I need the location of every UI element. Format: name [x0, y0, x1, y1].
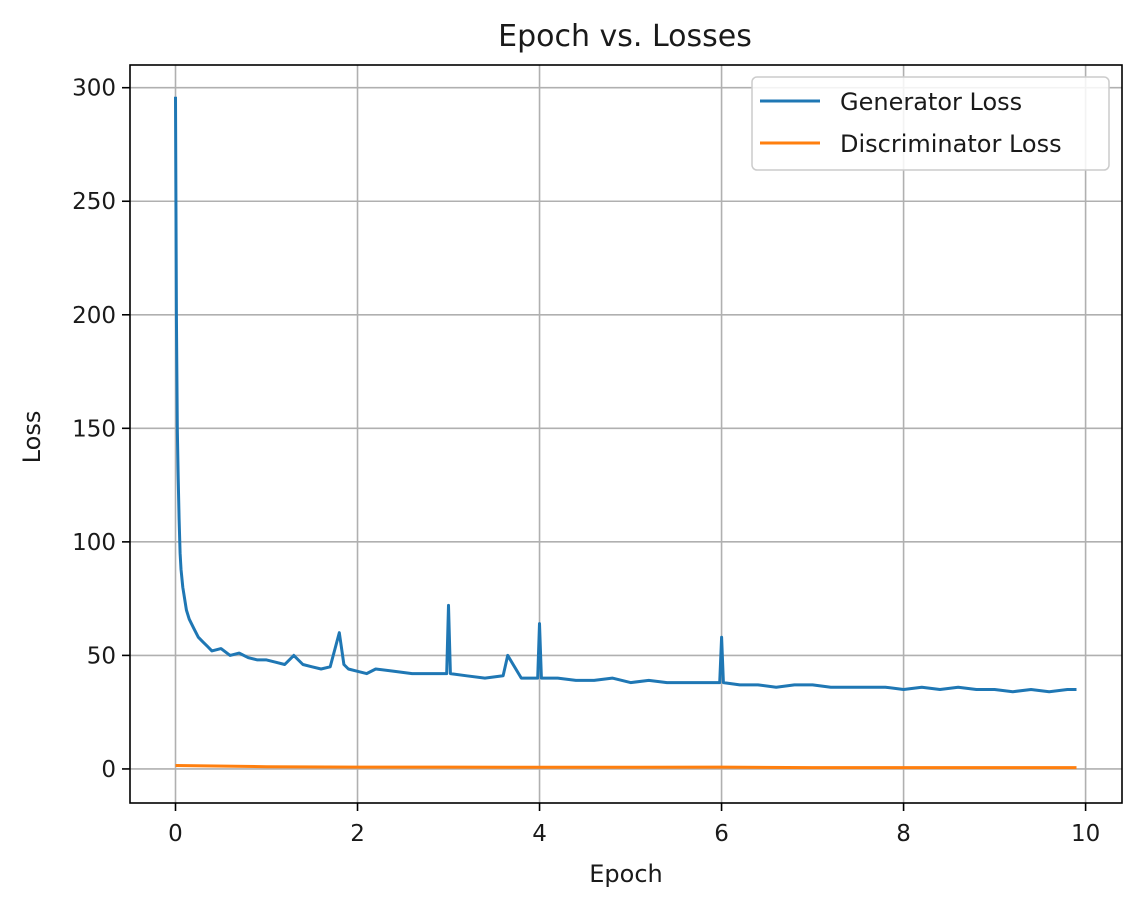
- x-tick-label: 8: [896, 821, 911, 847]
- y-axis-label: Loss: [18, 411, 46, 464]
- x-axis-label: Epoch: [589, 860, 663, 888]
- plot-frame: [129, 64, 1123, 804]
- legend: Generator Loss Discriminator Loss: [751, 76, 1110, 171]
- legend-box: [751, 76, 1110, 171]
- y-tick-label: 250: [72, 189, 116, 215]
- legend-label-generator-loss: Generator Loss: [840, 88, 1022, 116]
- series-line-generator-loss: [174, 96, 1077, 694]
- y-tick-label: 150: [72, 416, 116, 442]
- y-tick-label: 0: [101, 757, 116, 783]
- x-tick-label: 6: [714, 821, 729, 847]
- series-line-discriminator-loss: [175, 764, 1077, 770]
- grid-lines: [130, 65, 1122, 803]
- chart-title: Epoch vs. Losses: [498, 19, 752, 54]
- series-lines: [174, 96, 1077, 770]
- y-tick-label: 200: [72, 303, 116, 329]
- legend-label-discriminator-loss: Discriminator Loss: [840, 130, 1062, 158]
- x-tick-label: 10: [1071, 821, 1100, 847]
- y-tick-label: 50: [87, 643, 116, 669]
- x-tick-label: 2: [350, 821, 365, 847]
- x-tick-label: 4: [532, 821, 547, 847]
- x-tick-label: 0: [168, 821, 183, 847]
- y-tick-label: 100: [72, 530, 116, 556]
- y-tick-label: 300: [72, 76, 116, 102]
